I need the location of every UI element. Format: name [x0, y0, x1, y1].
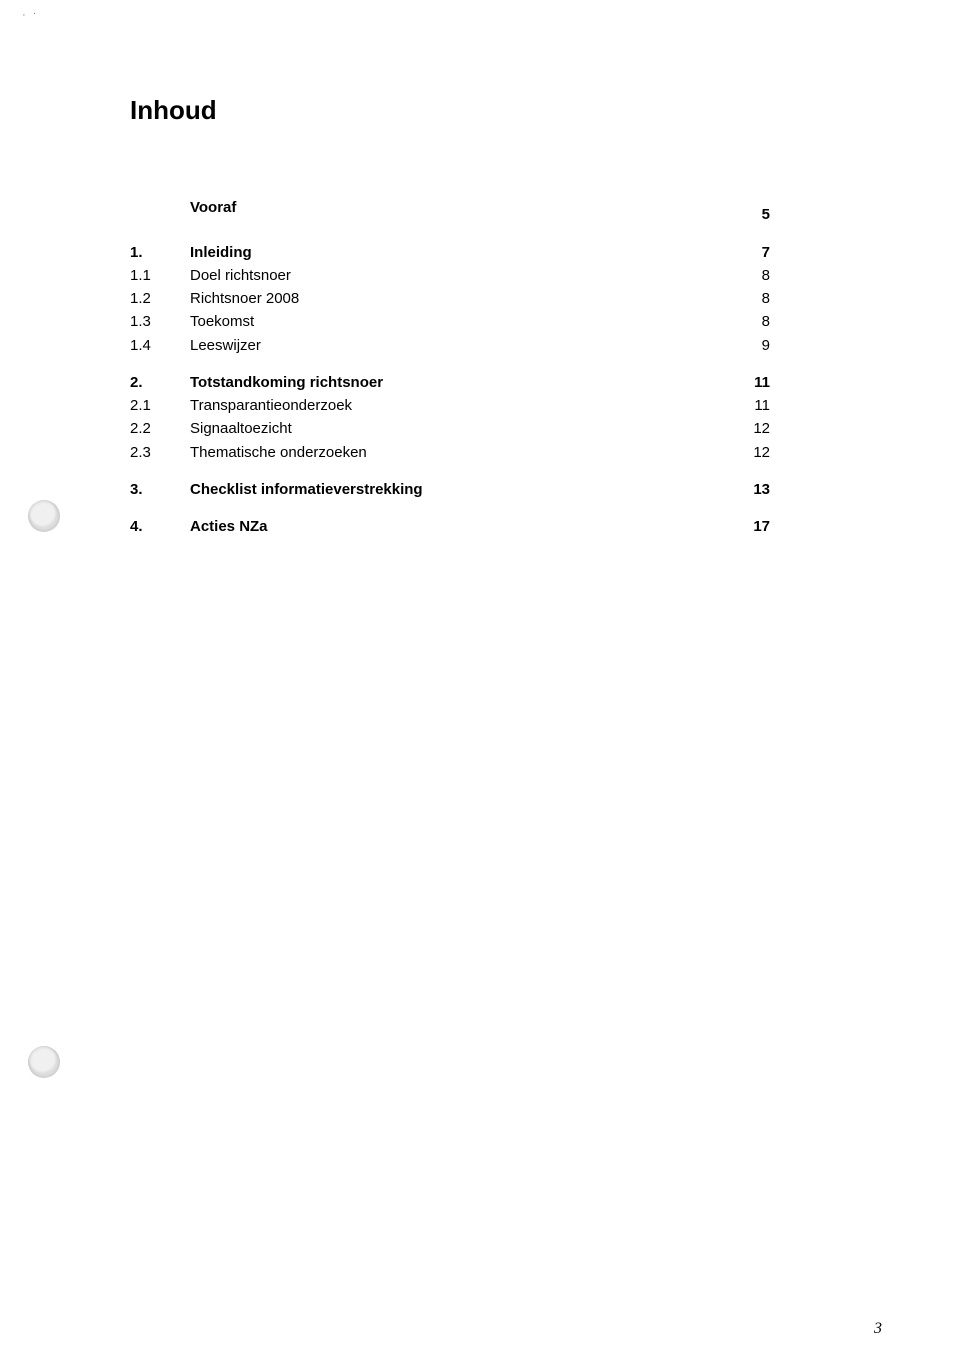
toc-label: Totstandkoming richtsnoer: [190, 371, 383, 394]
toc-page: 17: [740, 515, 770, 538]
toc-entry: 2.3 Thematische onderzoeken 12: [130, 441, 770, 464]
toc-label: Doel richtsnoer: [190, 264, 291, 287]
toc-page: 12: [740, 417, 770, 440]
toc-label: Richtsnoer 2008: [190, 287, 299, 310]
toc-number: [130, 196, 190, 219]
page-title: Inhoud: [130, 95, 840, 126]
toc-number: 2.: [130, 371, 190, 394]
toc-page: 8: [740, 287, 770, 310]
toc-entry: 1.3 Toekomst 8: [130, 310, 770, 333]
table-of-contents: Vooraf 5 1. Inleiding 7 1.1 Doel richtsn…: [130, 196, 770, 538]
toc-label: Signaaltoezicht: [190, 417, 292, 440]
toc-entry: 2.1 Transparantieonderzoek 11: [130, 394, 770, 417]
toc-page: 13: [740, 478, 770, 501]
toc-entry: 1.4 Leeswijzer 9: [130, 334, 770, 357]
page-container: Inhoud Vooraf 5 1. Inleiding 7 1.1 Doel …: [0, 0, 960, 1368]
toc-entry: 1. Inleiding 7: [130, 241, 770, 264]
toc-entry: 1.2 Richtsnoer 2008 8: [130, 287, 770, 310]
toc-entry: 3. Checklist informatieverstrekking 13: [130, 478, 770, 501]
toc-gap: [130, 357, 770, 371]
toc-page: 8: [740, 310, 770, 333]
toc-label: Leeswijzer: [190, 334, 261, 357]
toc-gap: [130, 464, 770, 478]
toc-number: 1.1: [130, 264, 190, 287]
toc-page: 12: [740, 441, 770, 464]
footer-page-number: 3: [874, 1320, 882, 1338]
toc-label: Acties NZa: [190, 515, 268, 538]
toc-label: Transparantieonderzoek: [190, 394, 352, 417]
toc-page: 5: [740, 203, 770, 226]
punch-hole-icon: [28, 1046, 60, 1078]
toc-page: 7: [740, 241, 770, 264]
toc-number: 1.2: [130, 287, 190, 310]
toc-page: 11: [740, 371, 770, 394]
toc-label: Thematische onderzoeken: [190, 441, 367, 464]
toc-number: 2.1: [130, 394, 190, 417]
toc-page: 8: [740, 264, 770, 287]
toc-label: Vooraf: [190, 196, 236, 219]
toc-entry: 2.2 Signaaltoezicht 12: [130, 417, 770, 440]
toc-page: 9: [740, 334, 770, 357]
toc-number: 1.: [130, 241, 190, 264]
punch-hole-icon: [28, 500, 60, 532]
toc-label: Toekomst: [190, 310, 254, 333]
toc-entry: Vooraf 5: [130, 196, 770, 227]
toc-entry: 2. Totstandkoming richtsnoer 11: [130, 371, 770, 394]
toc-number: 3.: [130, 478, 190, 501]
toc-number: 2.3: [130, 441, 190, 464]
toc-number: 1.4: [130, 334, 190, 357]
toc-entry: 4. Acties NZa 17: [130, 515, 770, 538]
toc-number: 4.: [130, 515, 190, 538]
toc-number: 1.3: [130, 310, 190, 333]
toc-gap: [130, 501, 770, 515]
toc-label: Checklist informatieverstrekking: [190, 478, 423, 501]
toc-label: Inleiding: [190, 241, 252, 264]
toc-number: 2.2: [130, 417, 190, 440]
toc-gap: [130, 227, 770, 241]
toc-entry: 1.1 Doel richtsnoer 8: [130, 264, 770, 287]
toc-page: 11: [740, 394, 770, 417]
